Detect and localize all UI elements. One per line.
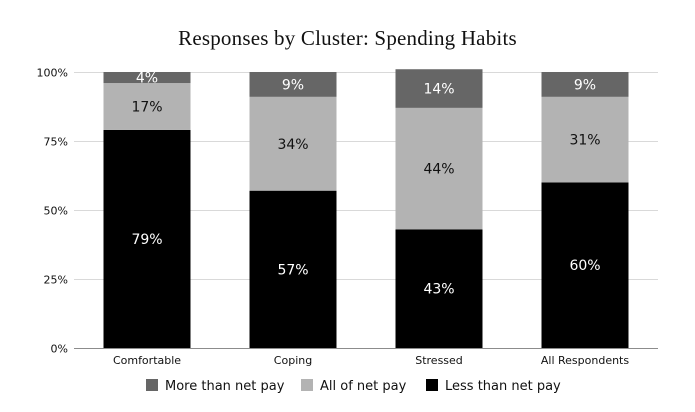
legend: More than net pay All of net pay Less than… (146, 379, 561, 394)
bar-segment (541, 182, 629, 348)
data-label: 43% (423, 282, 454, 298)
bar-segment (249, 72, 337, 97)
x-tick-label: Stressed (415, 354, 463, 367)
chart-title: Responses by Cluster: Spending Habits (178, 26, 517, 50)
data-label: 57% (277, 262, 308, 278)
legend-label: More than net pay (165, 379, 285, 394)
y-tick-label: 50% (44, 205, 68, 218)
y-tick-label: 100% (37, 67, 68, 80)
y-tick-label: 25% (44, 274, 68, 287)
x-tick-label: Coping (274, 354, 312, 367)
data-label: 9% (574, 77, 596, 93)
x-tick-label: Comfortable (113, 354, 181, 367)
y-tick-label: 75% (44, 136, 68, 149)
bar-segment (541, 72, 629, 97)
legend-label: Less than net pay (445, 379, 561, 394)
data-label: 9% (282, 77, 304, 93)
data-label: 34% (277, 137, 308, 153)
bars: 79% 17% 4% 57% 34% 9% 43% 44% 14% 60% 31% 9% (103, 69, 629, 348)
bar-segment (249, 190, 337, 348)
legend-swatch (301, 379, 313, 391)
data-label: 79% (131, 232, 162, 248)
data-label: 4% (136, 71, 158, 87)
legend-swatch (426, 379, 438, 391)
legend-label: All of net pay (320, 379, 407, 394)
bar-segment (395, 107, 483, 230)
data-label: 31% (569, 133, 600, 149)
y-tick-label: 0% (51, 343, 68, 356)
axes: 0% 25% 50% 75% 100% Comfortable Coping Stressed… (37, 67, 658, 367)
data-label: 60% (569, 258, 600, 274)
bar-segment (103, 83, 191, 130)
data-label: 17% (131, 100, 162, 116)
bar-segment (249, 96, 337, 191)
bar-segment (395, 69, 483, 108)
x-tick-label: All Respondents (541, 354, 630, 367)
legend-swatch (146, 379, 158, 391)
bar-segment (103, 72, 191, 84)
data-label: 14% (423, 82, 454, 98)
bar-segment (395, 229, 483, 348)
bar-segment (103, 129, 191, 348)
data-label: 44% (423, 162, 454, 178)
bar-segment (541, 96, 629, 183)
